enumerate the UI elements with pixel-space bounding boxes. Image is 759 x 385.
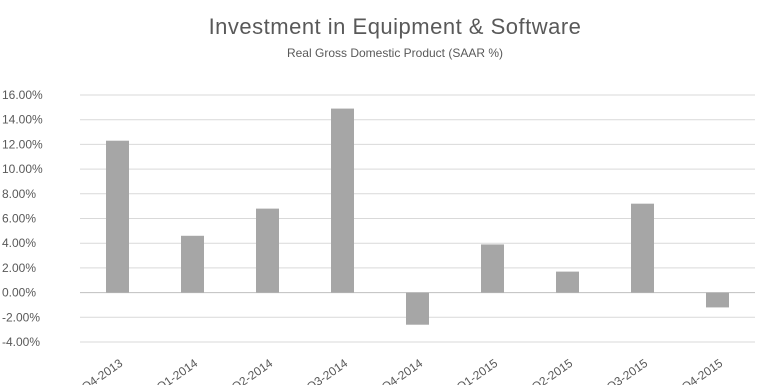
y-tick-label: 8.00% (2, 187, 36, 201)
bars (106, 108, 729, 325)
bar-q1-2014 (181, 235, 204, 293)
y-tick-label: 16.00% (2, 88, 43, 102)
bar-q3-2015 (631, 203, 654, 293)
bar-q4-2013 (106, 140, 129, 293)
x-tick-label: Q4-2015 (679, 356, 726, 385)
y-tick-label: 4.00% (2, 236, 36, 250)
x-tick-label: Q1-2015 (454, 356, 501, 385)
y-tick-label: -2.00% (2, 310, 40, 324)
y-tick-label: -4.00% (2, 335, 40, 349)
bar-q3-2014 (331, 108, 354, 293)
x-tick-label: Q4-2013 (79, 356, 126, 385)
x-tick-label: Q2-2015 (529, 356, 576, 385)
chart-subtitle: Real Gross Domestic Product (SAAR %) (286, 46, 504, 60)
x-tick-label: Q4-2014 (379, 356, 426, 385)
y-tick-label: 6.00% (2, 212, 36, 226)
y-tick-label: 14.00% (2, 113, 43, 127)
y-tick-label: 2.00% (2, 261, 36, 275)
x-tick-label: Q3-2015 (604, 356, 651, 385)
bar-q1-2015 (481, 244, 504, 293)
x-tick-label: Q3-2014 (304, 356, 351, 385)
bar-q4-2014 (406, 292, 429, 325)
bar-q2-2015 (556, 271, 579, 293)
bar-q4-2015 (706, 292, 729, 308)
y-tick-label: 12.00% (2, 137, 43, 151)
y-tick-label: 0.00% (2, 286, 36, 300)
y-axis: 16.00% 14.00% 12.00% 10.00% 8.00% 6.00% 4.00% 2… (2, 88, 43, 349)
x-tick-label: Q2-2014 (229, 356, 276, 385)
bar-q2-2014 (256, 208, 279, 293)
x-axis: Q4-2013 Q1-2014 Q2-2014 Q3-2014 Q4-2014 Q1-20… (79, 356, 726, 385)
chart-title: Investment in Equipment & Software (208, 14, 582, 39)
x-tick-label: Q1-2014 (154, 356, 201, 385)
y-tick-label: 10.00% (2, 162, 43, 176)
